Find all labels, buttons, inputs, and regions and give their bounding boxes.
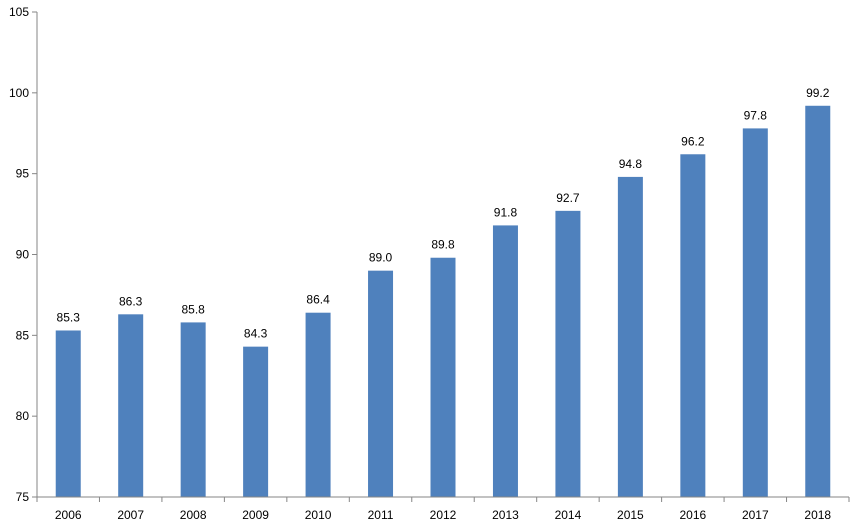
bar [430,257,456,497]
bar [617,176,643,497]
bar [243,346,269,497]
x-tick-label: 2011 [368,508,394,522]
bar [555,210,581,497]
x-tick-label: 2009 [242,508,269,522]
x-tick-label: 2007 [117,508,144,522]
x-axis-ticks: 2006 2007 2008 2009 2010 2011 2012 2013 2014 2015… [36,497,850,522]
y-tick-label: 85 [16,328,30,342]
x-tick-label: 2008 [180,508,207,522]
data-label: 89.0 [369,251,393,265]
bar [492,225,518,497]
data-label: 85.8 [181,302,205,316]
data-label: 89.8 [431,238,455,252]
bar [680,154,706,497]
y-tick-label: 95 [16,167,30,181]
x-tick-label: 2014 [555,508,582,522]
data-label: 92.7 [556,191,580,205]
bar [55,330,81,497]
bar [368,270,394,497]
bar [805,105,831,498]
x-tick-label: 2018 [804,508,831,522]
data-label: 91.8 [494,205,518,219]
data-label: 96.2 [681,134,705,148]
data-label: 84.3 [244,327,268,341]
data-label: 85.3 [57,310,81,324]
y-tick-label: 100 [9,86,29,100]
x-tick-label: 2013 [492,508,519,522]
bar [305,312,331,497]
bar [118,314,144,497]
data-labels: 85.3 86.3 85.8 84.3 86.4 89.0 89.8 91.8 92.7 94.8… [57,86,830,341]
bar [742,128,768,497]
y-tick-label: 90 [16,248,30,262]
x-tick-label: 2016 [679,508,706,522]
y-tick-label: 105 [9,5,29,19]
data-label: 99.2 [806,86,830,100]
x-tick-label: 2017 [742,508,769,522]
bar [180,322,206,497]
x-tick-label: 2006 [55,508,82,522]
data-label: 97.8 [744,108,768,122]
y-tick-label: 80 [16,409,30,423]
data-label: 86.3 [119,294,143,308]
data-label: 94.8 [619,157,643,171]
data-label: 86.4 [306,293,330,307]
bars [55,105,831,498]
x-tick-label: 2010 [305,508,332,522]
y-axis-ticks: 75 80 85 90 95 100 105 [9,5,37,504]
y-tick-label: 75 [16,490,30,504]
x-tick-label: 2015 [617,508,644,522]
x-tick-label: 2012 [430,508,457,522]
